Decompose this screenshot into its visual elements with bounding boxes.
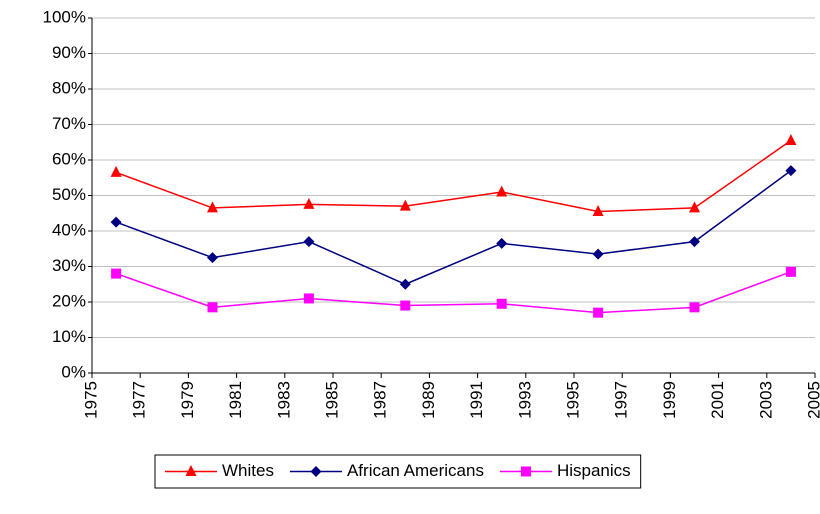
y-tick-label: 60%: [52, 149, 86, 168]
data-point: [207, 201, 218, 213]
data-point: [399, 199, 411, 211]
y-tick-label: 80%: [52, 78, 86, 97]
data-point: [303, 293, 314, 304]
data-point: [496, 298, 507, 309]
data-point: [785, 266, 796, 277]
y-tick-label: 10%: [52, 327, 86, 346]
y-tick-label: 50%: [52, 185, 86, 204]
x-tick-label: 1977: [130, 381, 149, 419]
y-tick-label: 40%: [52, 220, 86, 239]
data-point: [496, 237, 508, 249]
x-tick-label: 1989: [419, 381, 438, 419]
legend-box: [154, 454, 642, 489]
y-tick-label: 100%: [43, 7, 86, 26]
x-tick-label: 1995: [563, 381, 582, 419]
data-point: [689, 236, 700, 248]
data-point: [207, 252, 218, 264]
data-point: [399, 278, 411, 290]
x-tick-label: 2005: [804, 381, 820, 419]
x-tick-label: 1993: [515, 381, 534, 419]
data-point: [303, 197, 315, 209]
y-tick-label: 70%: [52, 114, 86, 133]
data-point: [303, 236, 315, 248]
data-point: [593, 307, 604, 318]
legend-marker: [310, 466, 322, 477]
x-tick-label: 1979: [178, 381, 197, 419]
x-tick-label: 1981: [226, 381, 245, 419]
data-point: [689, 201, 700, 213]
x-tick-label: 1975: [81, 381, 100, 419]
data-point: [207, 302, 218, 313]
y-tick-label: 90%: [52, 43, 86, 62]
data-point: [110, 216, 122, 228]
legend-label: African Americans: [347, 461, 484, 480]
x-tick-label: 1991: [467, 381, 486, 419]
legend-label: Hispanics: [557, 461, 631, 480]
y-tick-label: 20%: [52, 291, 86, 310]
data-point: [785, 165, 797, 177]
y-tick-label: 30%: [52, 256, 86, 275]
y-tick-label: 0%: [61, 362, 86, 381]
x-tick-label: 1983: [274, 381, 293, 419]
series-line: [115, 271, 792, 314]
legend-marker: [185, 465, 197, 476]
series-line: [115, 170, 792, 286]
legend-marker: [520, 466, 531, 477]
data-point: [110, 165, 122, 177]
data-point: [111, 268, 122, 279]
data-point: [592, 204, 604, 216]
data-point: [496, 185, 508, 197]
x-tick-label: 1999: [660, 381, 679, 419]
data-point: [689, 302, 700, 313]
x-tick-label: 2001: [708, 381, 727, 419]
x-tick-label: 1997: [612, 381, 631, 419]
data-point: [592, 248, 604, 260]
data-point: [785, 133, 797, 145]
x-tick-label: 1985: [322, 381, 341, 419]
legend-label: Whites: [222, 461, 274, 480]
x-tick-label: 1987: [371, 381, 390, 419]
series-line: [115, 139, 792, 213]
x-tick-label: 2003: [756, 381, 775, 419]
legend: Whites African Americans Hispanics: [154, 454, 642, 489]
data-point: [400, 300, 411, 311]
